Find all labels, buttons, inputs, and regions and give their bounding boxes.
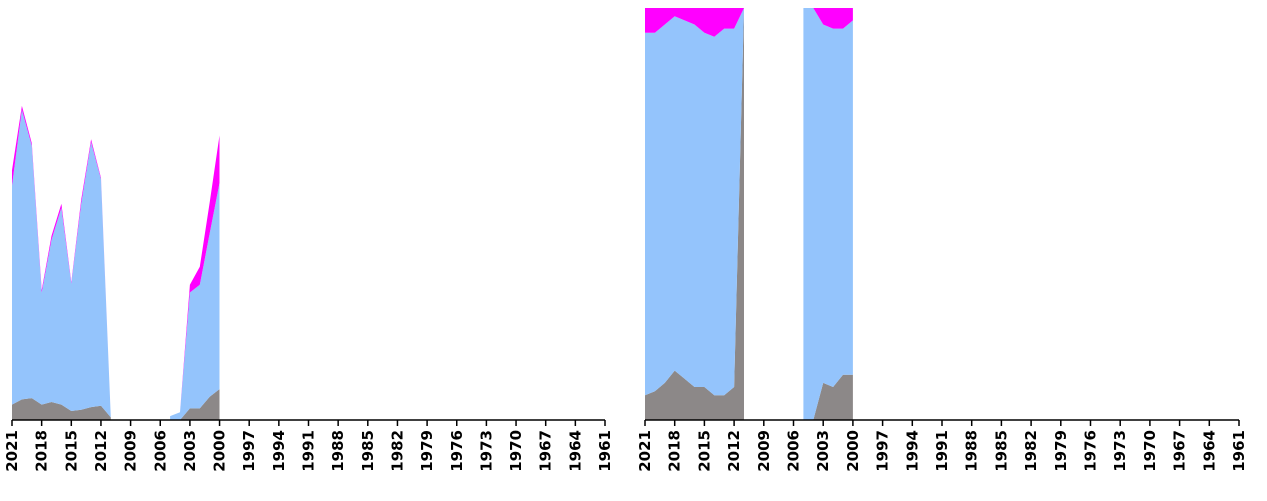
x-tick-label: 1985	[359, 430, 377, 472]
x-tick-label: 1994	[270, 430, 288, 472]
x-tick-label: 2018	[33, 430, 51, 472]
x-tick-label: 2003	[181, 430, 199, 472]
x-tick-label: 1982	[388, 430, 406, 472]
x-tick-label: 2015	[695, 430, 713, 472]
x-tick-label: 1991	[300, 430, 318, 472]
x-tick-label: 2012	[92, 430, 110, 472]
x-tick-label: 1973	[1111, 430, 1129, 472]
x-tick-label: 1976	[1082, 430, 1100, 472]
x-tick-label: 1988	[329, 430, 347, 472]
x-tick-label: 1997	[874, 430, 892, 472]
x-tick-label: 1979	[1052, 430, 1070, 472]
x-tick-label: 2021	[636, 430, 654, 472]
x-tick-label: 2009	[755, 430, 773, 472]
area-grey-layer-segment-1	[12, 398, 111, 420]
x-tick-label: 1976	[448, 430, 466, 472]
x-tick-label: 2006	[151, 430, 169, 472]
x-tick-label: 2015	[62, 430, 80, 472]
x-tick-label: 2006	[785, 430, 803, 472]
x-tick-label: 1982	[1022, 430, 1040, 472]
x-tick-label: 1973	[477, 430, 495, 472]
x-tick-label: 2000	[844, 430, 862, 472]
area-magenta-layer-segment-1	[645, 8, 744, 37]
x-tick-label: 2009	[122, 430, 140, 472]
x-tick-label: 1970	[1141, 430, 1159, 472]
area-blue-layer-segment-1	[645, 8, 744, 396]
x-tick-label: 1985	[992, 430, 1010, 472]
stacked-area-chart-percent: 2021 2018 2015 2012 2009 2006 2003 2000 1997 1994…	[636, 8, 1248, 472]
x-tick-label: 1991	[933, 430, 951, 472]
x-tick-label: 1967	[1171, 430, 1189, 472]
stacked-area-chart-absolute: 2021 2018 2015 2012 2009 2006 2003 2000 1997 1994…	[3, 105, 614, 472]
area-blue-layer-segment-2	[170, 183, 220, 420]
area-blue-layer-segment-2	[803, 8, 853, 420]
area-blue-layer-segment-1	[12, 109, 111, 418]
x-tick-label: 1994	[903, 430, 921, 472]
x-tick-label: 1997	[240, 430, 258, 472]
area-magenta-layer-segment-2	[803, 8, 853, 29]
x-tick-label: 1961	[596, 430, 614, 472]
x-tick-label: 1964	[566, 430, 584, 472]
x-tick-label: 1961	[1230, 430, 1248, 472]
x-tick-label: 2021	[3, 430, 21, 472]
x-tick-label: 2000	[211, 430, 229, 472]
x-tick-label: 1967	[537, 430, 555, 472]
area-grey-layer-segment-2	[803, 374, 853, 420]
x-tick-label: 2012	[725, 430, 743, 472]
area-grey-layer-segment-2	[170, 389, 220, 420]
x-tick-label: 1970	[507, 430, 525, 472]
x-tick-label: 1979	[418, 430, 436, 472]
x-tick-label: 2018	[666, 430, 684, 472]
x-tick-label: 2003	[814, 430, 832, 472]
x-tick-label: 1988	[963, 430, 981, 472]
x-tick-label: 1964	[1200, 430, 1218, 472]
